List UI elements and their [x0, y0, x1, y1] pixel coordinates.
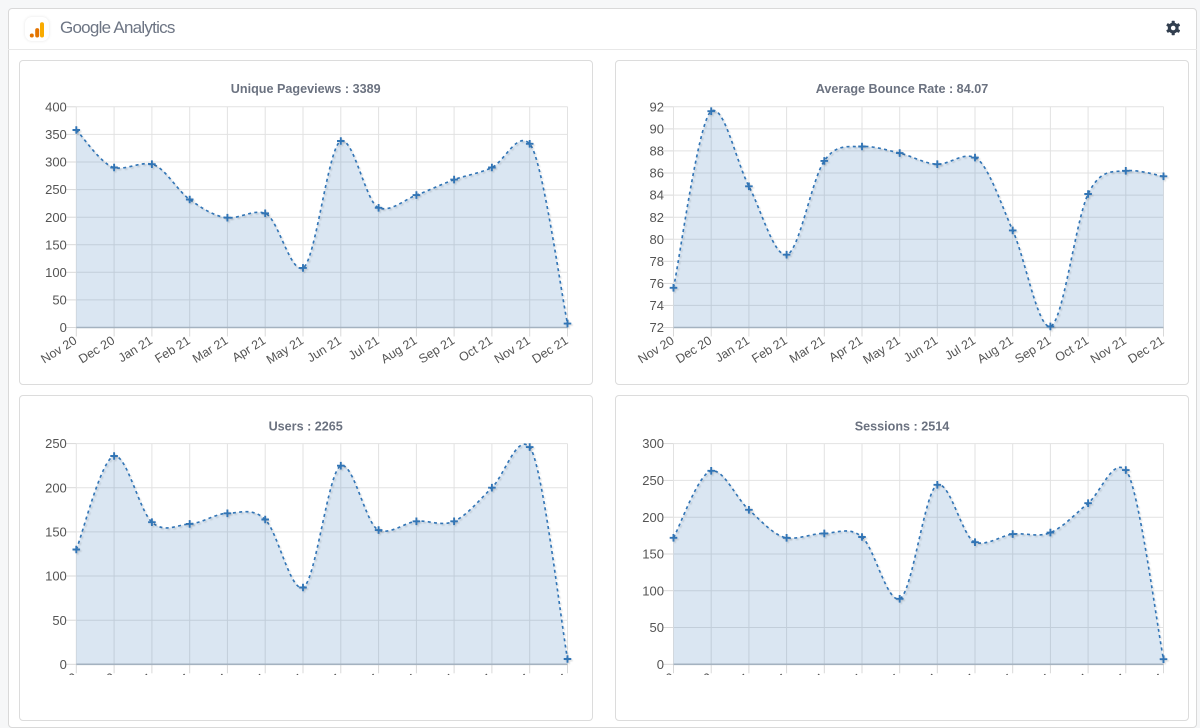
svg-text:Jul 21: Jul 21 — [942, 670, 978, 675]
svg-text:100: 100 — [45, 265, 67, 280]
svg-text:Average Bounce Rate : 84.07: Average Bounce Rate : 84.07 — [816, 82, 988, 96]
svg-text:Dec 21: Dec 21 — [530, 670, 571, 675]
svg-text:92: 92 — [650, 99, 664, 114]
svg-text:72: 72 — [650, 320, 664, 335]
svg-text:Jul 21: Jul 21 — [346, 670, 382, 675]
svg-text:74: 74 — [650, 298, 664, 313]
svg-text:Dec 21: Dec 21 — [1126, 333, 1167, 366]
svg-text:Users : 2265: Users : 2265 — [269, 419, 343, 433]
svg-text:50: 50 — [52, 613, 66, 628]
svg-text:Mar 21: Mar 21 — [190, 670, 230, 675]
svg-text:Dec 20: Dec 20 — [673, 333, 714, 366]
svg-text:Dec 20: Dec 20 — [76, 670, 117, 675]
svg-text:May 21: May 21 — [264, 333, 306, 367]
svg-text:150: 150 — [642, 547, 664, 562]
svg-text:Apr 21: Apr 21 — [826, 333, 865, 364]
svg-text:90: 90 — [650, 122, 664, 137]
svg-text:Jun 21: Jun 21 — [901, 333, 940, 365]
svg-text:Dec 20: Dec 20 — [673, 670, 714, 675]
svg-text:May 21: May 21 — [264, 670, 306, 675]
svg-text:Sep 21: Sep 21 — [416, 333, 457, 366]
svg-text:82: 82 — [650, 210, 664, 225]
svg-text:Jul 21: Jul 21 — [346, 333, 382, 363]
svg-text:50: 50 — [650, 620, 664, 635]
svg-text:200: 200 — [45, 480, 67, 495]
svg-text:250: 250 — [642, 473, 664, 488]
svg-text:Nov 21: Nov 21 — [1088, 333, 1129, 366]
svg-text:Jun 21: Jun 21 — [305, 333, 344, 365]
svg-text:Feb 21: Feb 21 — [749, 670, 789, 675]
svg-text:Nov 21: Nov 21 — [1088, 670, 1129, 675]
svg-text:84: 84 — [650, 188, 664, 203]
svg-text:Mar 21: Mar 21 — [787, 333, 827, 366]
svg-text:Nov 21: Nov 21 — [492, 333, 533, 366]
svg-text:200: 200 — [642, 510, 664, 525]
svg-text:Oct 21: Oct 21 — [1053, 670, 1092, 675]
svg-text:Sessions : 2514: Sessions : 2514 — [855, 419, 950, 433]
svg-text:Dec 21: Dec 21 — [1126, 670, 1167, 675]
svg-text:Apr 21: Apr 21 — [230, 333, 269, 364]
svg-text:May 21: May 21 — [861, 333, 903, 367]
svg-text:Sep 21: Sep 21 — [1012, 333, 1053, 366]
svg-text:100: 100 — [642, 583, 664, 598]
svg-text:Jul 21: Jul 21 — [942, 333, 978, 363]
svg-text:Nov 20: Nov 20 — [636, 333, 677, 366]
svg-text:Aug 21: Aug 21 — [378, 670, 419, 675]
svg-text:350: 350 — [45, 127, 67, 142]
svg-text:Dec 21: Dec 21 — [530, 333, 571, 366]
svg-text:100: 100 — [45, 569, 67, 584]
svg-text:300: 300 — [642, 436, 664, 451]
svg-text:Feb 21: Feb 21 — [749, 333, 789, 366]
svg-text:Apr 21: Apr 21 — [230, 670, 269, 675]
svg-text:Feb 21: Feb 21 — [152, 333, 192, 366]
svg-text:Apr 21: Apr 21 — [826, 670, 865, 675]
svg-text:250: 250 — [45, 182, 67, 197]
svg-text:76: 76 — [650, 276, 664, 291]
svg-text:Oct 21: Oct 21 — [456, 333, 495, 364]
svg-text:400: 400 — [45, 99, 67, 114]
svg-text:50: 50 — [52, 293, 66, 308]
svg-text:88: 88 — [650, 144, 664, 159]
svg-text:Oct 21: Oct 21 — [1053, 333, 1092, 364]
svg-text:80: 80 — [650, 232, 664, 247]
svg-text:Nov 20: Nov 20 — [38, 333, 79, 366]
svg-text:Mar 21: Mar 21 — [190, 333, 230, 366]
svg-text:0: 0 — [60, 320, 67, 335]
svg-text:300: 300 — [45, 155, 67, 170]
svg-text:Jun 21: Jun 21 — [901, 670, 940, 675]
svg-text:Unique Pageviews : 3389: Unique Pageviews : 3389 — [231, 82, 381, 96]
svg-text:Jan 21: Jan 21 — [713, 333, 752, 365]
svg-text:Jan 21: Jan 21 — [713, 670, 752, 675]
svg-text:Oct 21: Oct 21 — [456, 670, 495, 675]
svg-text:Jun 21: Jun 21 — [305, 670, 344, 675]
svg-text:150: 150 — [45, 525, 67, 540]
svg-text:86: 86 — [650, 166, 664, 181]
svg-text:Aug 21: Aug 21 — [378, 333, 419, 366]
svg-text:0: 0 — [657, 657, 664, 672]
svg-text:Nov 21: Nov 21 — [492, 670, 533, 675]
svg-text:250: 250 — [45, 436, 67, 451]
svg-text:Mar 21: Mar 21 — [787, 670, 827, 675]
svg-text:Dec 20: Dec 20 — [76, 333, 117, 366]
svg-text:Sep 21: Sep 21 — [416, 670, 457, 675]
svg-text:Feb 21: Feb 21 — [152, 670, 192, 675]
svg-text:Aug 21: Aug 21 — [975, 670, 1016, 675]
svg-text:May 21: May 21 — [861, 670, 903, 675]
svg-text:78: 78 — [650, 254, 664, 269]
svg-text:200: 200 — [45, 210, 67, 225]
svg-text:150: 150 — [45, 237, 67, 252]
svg-text:Jan 21: Jan 21 — [116, 670, 155, 675]
svg-text:Jan 21: Jan 21 — [116, 333, 155, 365]
svg-text:Aug 21: Aug 21 — [975, 333, 1016, 366]
svg-text:Sep 21: Sep 21 — [1012, 670, 1053, 675]
svg-text:0: 0 — [60, 657, 67, 672]
